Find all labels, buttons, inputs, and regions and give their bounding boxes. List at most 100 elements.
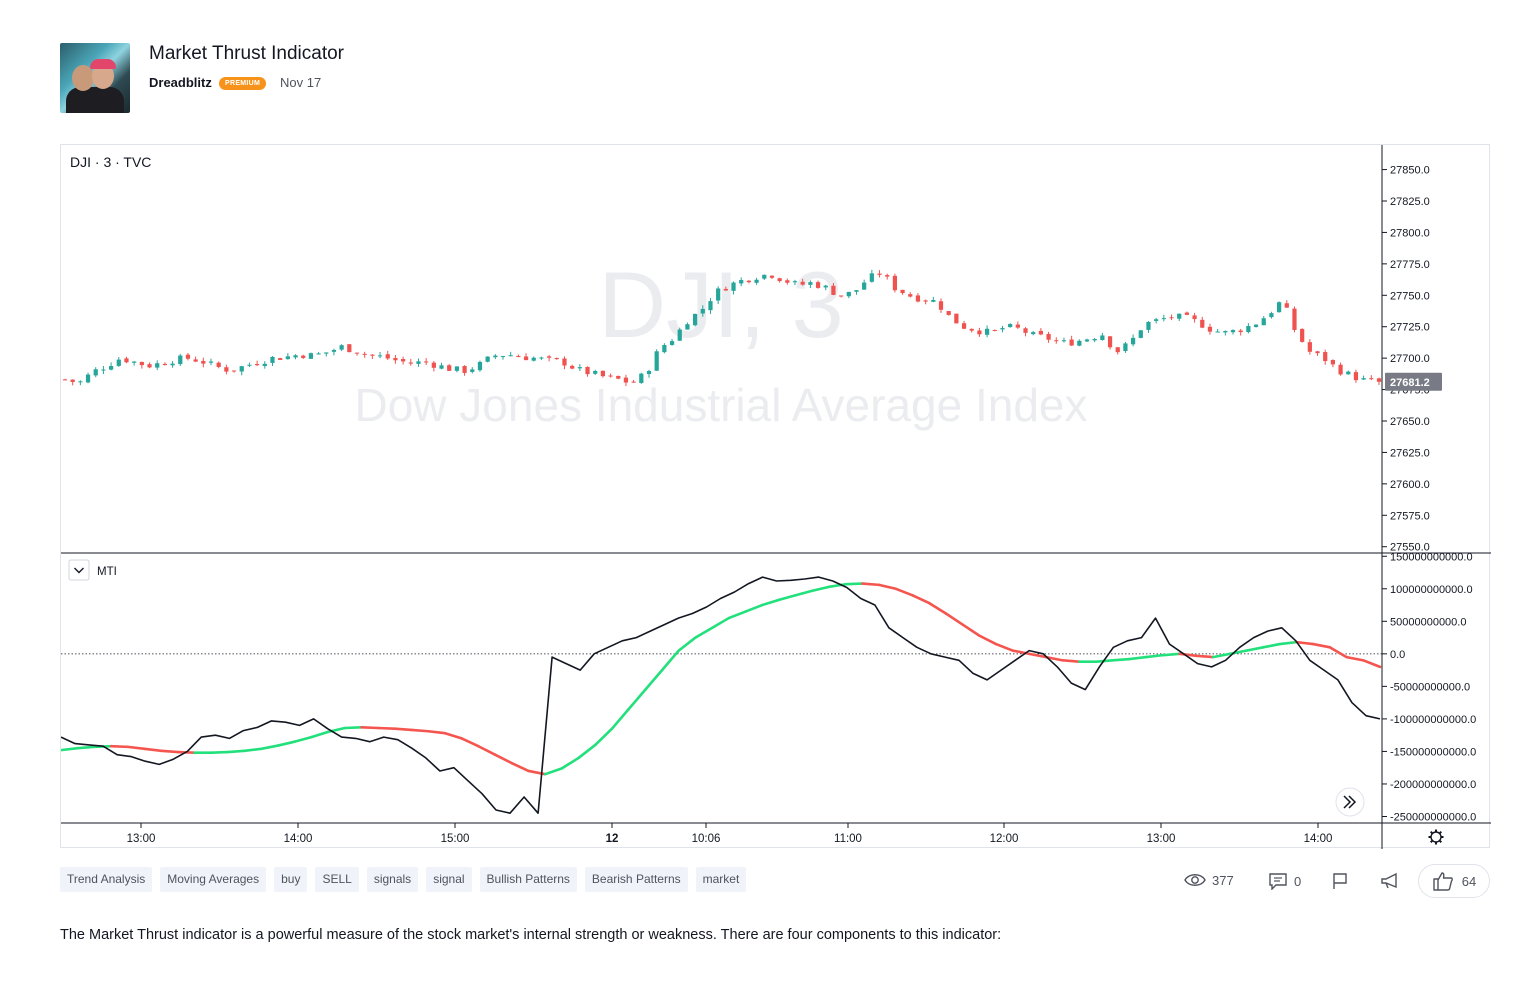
candle xyxy=(915,295,921,302)
candle xyxy=(470,369,475,372)
tag-1[interactable]: Moving Averages xyxy=(160,867,267,892)
candle xyxy=(1184,312,1190,315)
candle xyxy=(293,355,298,358)
time-tick-label: 13:00 xyxy=(127,833,156,845)
candle xyxy=(516,355,521,358)
candle xyxy=(1169,317,1174,319)
signal-line-segment xyxy=(727,610,747,620)
candle xyxy=(1238,330,1243,333)
candle xyxy=(1376,378,1382,382)
mti-tick-label: 100000000000.0 xyxy=(1390,584,1473,596)
price-tick-label: 27800.0 xyxy=(1390,227,1430,239)
flag-button[interactable] xyxy=(1332,872,1348,890)
signal-line-segment xyxy=(360,726,380,730)
candle xyxy=(316,353,321,355)
signal-line-segment xyxy=(410,728,430,733)
post-header: Market Thrust Indicator Dreadblitz PREMI… xyxy=(60,43,760,113)
candle xyxy=(370,354,375,356)
candle xyxy=(500,356,506,358)
post-title[interactable]: Market Thrust Indicator xyxy=(149,43,345,64)
signal-line-segment xyxy=(677,636,697,652)
signal-line-segment xyxy=(61,746,79,752)
signal-line-segment xyxy=(1328,646,1348,659)
comments-stat[interactable]: 0 xyxy=(1268,872,1301,890)
tag-3[interactable]: SELL xyxy=(315,867,359,892)
candle xyxy=(331,349,337,352)
share-button[interactable] xyxy=(1380,872,1400,890)
candle xyxy=(669,341,675,345)
candle xyxy=(954,313,959,324)
tag-2[interactable]: buy xyxy=(274,867,308,892)
candle xyxy=(78,381,83,383)
price-tick-label: 27625.0 xyxy=(1390,447,1430,459)
signal-line-segment xyxy=(1345,655,1365,662)
candle xyxy=(754,279,759,283)
signal-line-segment xyxy=(627,688,647,711)
signal-line-segment xyxy=(961,623,981,637)
price-tick-label: 27700.0 xyxy=(1390,353,1430,365)
tag-4[interactable]: signals xyxy=(366,867,419,892)
candle xyxy=(923,300,928,302)
signal-line-segment xyxy=(1195,654,1215,659)
candle xyxy=(800,281,805,285)
views-stat[interactable]: 377 xyxy=(1184,872,1234,888)
tag-0[interactable]: Trend Analysis xyxy=(60,867,153,892)
tag-6[interactable]: Bullish Patterns xyxy=(479,867,577,892)
candle xyxy=(362,353,367,355)
author-avatar[interactable] xyxy=(60,43,130,113)
candle xyxy=(692,313,698,326)
last-price-tag xyxy=(1385,372,1442,391)
candle xyxy=(1061,340,1067,342)
candle xyxy=(439,365,444,369)
indicator-toggle[interactable] xyxy=(68,559,90,581)
candle xyxy=(554,357,559,360)
mti-tick-label: 50000000000.0 xyxy=(1390,616,1466,628)
tag-5[interactable]: signal xyxy=(426,867,472,892)
candle xyxy=(1023,328,1028,333)
thumbs-up-icon xyxy=(1433,872,1453,891)
candle xyxy=(1300,328,1305,342)
chart-settings-button[interactable] xyxy=(1428,829,1444,845)
price-tick-label: 27550.0 xyxy=(1390,542,1430,554)
signal-line-segment xyxy=(1311,642,1332,649)
tag-8[interactable]: market xyxy=(695,867,747,892)
mti-tick-label: -50000000000.0 xyxy=(1390,681,1470,693)
author-name[interactable]: Dreadblitz xyxy=(149,75,212,90)
signal-line-segment xyxy=(376,726,397,730)
candle xyxy=(746,280,752,283)
chart-container[interactable]: DJI, 3 Dow Jones Industrial Average Index… xyxy=(60,144,1491,849)
candle xyxy=(408,362,413,364)
tag-7[interactable]: Bearish Patterns xyxy=(584,867,688,892)
candle xyxy=(700,308,705,314)
candle xyxy=(762,274,767,279)
mti-tick-label: 150000000000.0 xyxy=(1390,551,1473,563)
candle xyxy=(201,360,206,364)
toggle-box[interactable] xyxy=(68,559,90,581)
candle xyxy=(1353,372,1359,381)
chart-svg[interactable]: DJI, 3 Dow Jones Industrial Average Index… xyxy=(61,145,1491,849)
candle xyxy=(984,328,990,335)
signal-line-segment xyxy=(977,634,998,646)
signal-line-segment xyxy=(760,598,781,607)
time-tick-label: 14:00 xyxy=(284,833,313,845)
signal-line-segment xyxy=(593,727,614,747)
candle xyxy=(969,328,974,331)
candle xyxy=(347,344,352,353)
candle xyxy=(101,369,106,371)
scroll-realtime-button[interactable] xyxy=(1335,787,1365,817)
signal-line-segment xyxy=(811,585,831,593)
candle xyxy=(424,361,429,363)
candle xyxy=(1276,302,1282,313)
price-tick-label: 27775.0 xyxy=(1390,259,1430,271)
indicator-label: MTI xyxy=(97,566,117,578)
candle xyxy=(1177,313,1182,319)
candle xyxy=(162,363,168,366)
time-tick-label: 12:00 xyxy=(990,833,1019,845)
watermark-name: Dow Jones Industrial Average Index xyxy=(354,379,1087,431)
candle xyxy=(147,364,152,368)
candle xyxy=(85,374,91,383)
signal-line-segment xyxy=(577,743,597,760)
like-button[interactable]: 64 xyxy=(1418,864,1490,898)
candle xyxy=(608,375,613,377)
candle xyxy=(1161,318,1166,320)
